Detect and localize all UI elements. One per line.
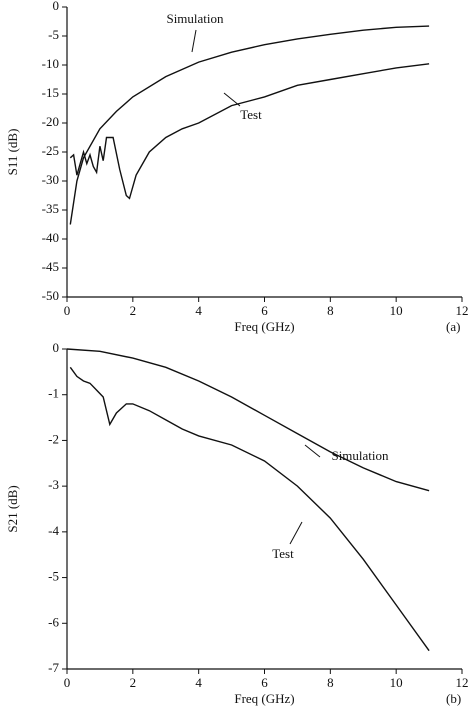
x-tick-label: 4 (195, 303, 202, 318)
annotation-leader (223, 92, 241, 107)
series-label: Simulation (166, 11, 224, 26)
y-tick-label: -35 (42, 201, 59, 216)
annotation-leader (289, 521, 303, 545)
x-tick-label: 2 (130, 675, 137, 690)
y-tick-label: -45 (42, 259, 59, 274)
x-tick-label: 6 (261, 303, 268, 318)
line-series (69, 366, 430, 652)
x-tick-label: 2 (130, 303, 137, 318)
y-tick-label: -50 (42, 288, 59, 303)
y-tick-label: 0 (53, 0, 60, 13)
x-tick-label: 6 (261, 675, 268, 690)
y-tick-label: -40 (42, 230, 59, 245)
x-axis-label: Freq (GHz) (234, 319, 294, 334)
x-tick-label: 0 (64, 675, 71, 690)
y-tick-label: -4 (48, 523, 59, 538)
x-tick-label: 10 (390, 303, 403, 318)
x-tick-label: 4 (195, 675, 202, 690)
x-tick-label: 8 (327, 675, 334, 690)
y-tick-label: -2 (48, 431, 59, 446)
y-tick-label: -6 (48, 614, 59, 629)
line-series (69, 25, 430, 225)
y-tick-label: -3 (48, 477, 59, 492)
line-series (66, 348, 430, 492)
x-tick-label: 12 (456, 675, 468, 690)
panel-label: (a) (446, 319, 460, 334)
y-tick-label: -5 (48, 27, 59, 42)
y-tick-label: -10 (42, 56, 59, 71)
annotation-leader (304, 444, 321, 458)
x-tick-label: 12 (456, 303, 468, 318)
y-tick-label: -15 (42, 85, 59, 100)
x-tick-label: 8 (327, 303, 334, 318)
x-tick-label: 0 (64, 303, 71, 318)
line-series (69, 63, 430, 200)
y-tick-label: -30 (42, 172, 59, 187)
annotation-leader (191, 29, 197, 53)
x-axis-label: Freq (GHz) (234, 691, 294, 706)
y-tick-label: -1 (48, 386, 59, 401)
y-axis-label: S21 (dB) (5, 485, 20, 532)
y-tick-label: -5 (48, 569, 59, 584)
y-tick-label: -25 (42, 143, 59, 158)
y-tick-label: -20 (42, 114, 59, 129)
series-label: Simulation (331, 448, 389, 463)
y-tick-label: -7 (48, 660, 59, 675)
y-axis-label: S11 (dB) (5, 129, 20, 176)
y-tick-label: 0 (53, 340, 60, 355)
series-label: Test (272, 546, 294, 561)
x-tick-label: 10 (390, 675, 403, 690)
series-label: Test (240, 107, 262, 122)
panel-label: (b) (446, 691, 461, 706)
